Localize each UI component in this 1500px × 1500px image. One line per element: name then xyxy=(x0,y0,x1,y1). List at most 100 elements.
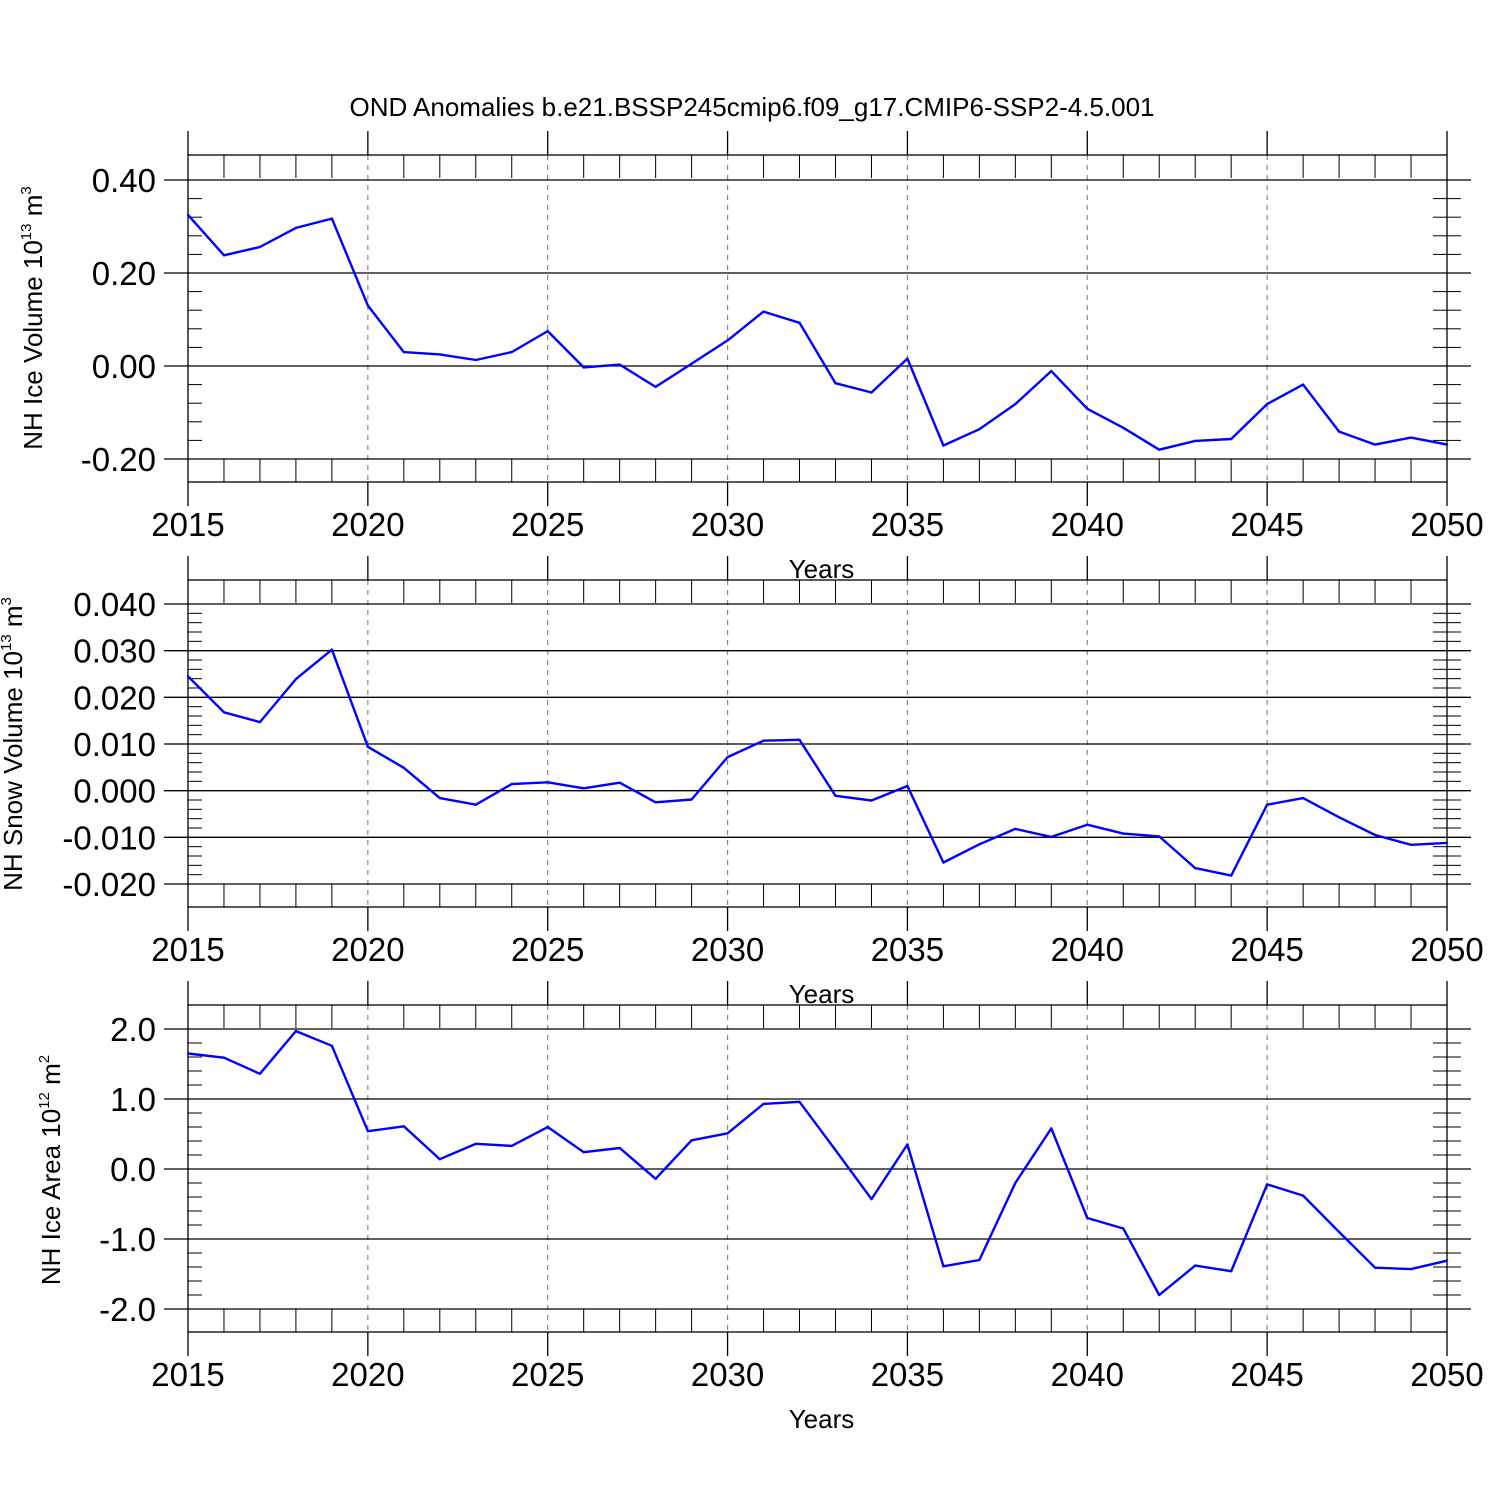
data-point xyxy=(654,385,657,389)
x-tick-label: 2040 xyxy=(1051,931,1124,968)
data-point xyxy=(582,787,585,790)
data-point xyxy=(1086,1216,1089,1220)
x-tick-label: 2015 xyxy=(151,931,224,968)
data-point xyxy=(978,428,981,431)
data-point xyxy=(402,1125,406,1128)
data-point xyxy=(618,1146,621,1150)
x-tick-label: 2045 xyxy=(1230,1356,1303,1393)
data-point xyxy=(510,1144,513,1148)
data-point xyxy=(294,1029,298,1033)
data-point xyxy=(618,363,621,366)
series-line xyxy=(187,214,1448,451)
data-point xyxy=(798,1100,801,1104)
x-tick-label: 2035 xyxy=(871,931,944,968)
y-tick-label: -1.0 xyxy=(99,1221,156,1258)
x-tick-label: 2015 xyxy=(151,1356,224,1393)
data-point xyxy=(1373,443,1377,446)
data-point xyxy=(1014,827,1017,831)
data-point xyxy=(1194,1264,1197,1267)
data-point xyxy=(1122,1227,1125,1230)
data-point xyxy=(402,766,406,769)
x-tick-label: 2020 xyxy=(331,931,404,968)
y-tick-label: 0.40 xyxy=(92,162,156,199)
data-point xyxy=(1122,832,1125,835)
y-tick-label: 0.030 xyxy=(73,633,156,670)
data-point xyxy=(1050,1127,1053,1130)
data-point xyxy=(582,1151,585,1154)
data-point xyxy=(330,217,334,220)
data-point xyxy=(222,711,226,714)
data-point xyxy=(870,1197,873,1201)
data-point xyxy=(294,226,298,230)
data-point xyxy=(834,794,837,797)
data-point xyxy=(1301,383,1305,386)
data-point xyxy=(474,358,477,362)
data-point xyxy=(546,329,549,333)
y-tick-label: 0.20 xyxy=(92,255,156,292)
data-point xyxy=(1229,874,1233,877)
y-tick-label: 0.0 xyxy=(110,1151,156,1188)
x-axis-title: Years xyxy=(789,554,855,584)
y-tick-label: 0.040 xyxy=(73,586,156,623)
x-axis-title: Years xyxy=(789,1404,855,1434)
x-tick-label: 2030 xyxy=(691,506,764,543)
x-tick-label: 2025 xyxy=(511,931,584,968)
data-point xyxy=(1014,402,1017,406)
x-tick-label: 2050 xyxy=(1410,506,1483,543)
data-point xyxy=(546,1125,549,1129)
data-point xyxy=(1086,823,1089,826)
data-point xyxy=(222,254,226,257)
data-point xyxy=(474,1142,477,1146)
y-tick-label: 1.0 xyxy=(110,1081,156,1118)
data-point xyxy=(1158,835,1161,838)
x-tick-label: 2025 xyxy=(511,506,584,543)
data-point xyxy=(906,784,909,788)
x-tick-label: 2025 xyxy=(511,1356,584,1393)
data-point xyxy=(1337,1230,1341,1234)
data-point xyxy=(258,245,262,249)
data-point xyxy=(1301,1194,1305,1197)
series-line xyxy=(187,1029,1448,1297)
data-point xyxy=(1409,1267,1413,1271)
data-point xyxy=(1050,835,1053,839)
data-point xyxy=(726,755,729,759)
data-point xyxy=(1086,407,1089,410)
data-point xyxy=(186,675,190,678)
data-point xyxy=(906,357,909,360)
data-point xyxy=(1445,1259,1449,1262)
data-point xyxy=(1014,1181,1017,1185)
data-point xyxy=(726,1132,729,1135)
chart-panel-3: -2.0 -1.0 0.0 1.0 2.0 2015 2020 2025 2030 2035 204… xyxy=(36,981,1484,1434)
data-point xyxy=(798,321,801,324)
x-tick-label: 2015 xyxy=(151,506,224,543)
y-tick-label: 2.0 xyxy=(110,1011,156,1048)
data-point xyxy=(690,798,693,801)
y-tick-label: -0.020 xyxy=(62,866,156,903)
y-axis-title: NH Ice Area 1012 m2 xyxy=(36,1055,66,1285)
data-point xyxy=(1122,426,1125,430)
data-point xyxy=(834,1148,837,1152)
data-point xyxy=(798,738,801,741)
x-tick-label: 2030 xyxy=(691,1356,764,1393)
data-point xyxy=(330,1044,334,1048)
y-tick-label: 0.020 xyxy=(73,679,156,716)
data-point xyxy=(942,444,945,447)
data-point xyxy=(906,1143,909,1146)
data-point xyxy=(762,310,765,313)
series-line xyxy=(187,648,1448,877)
data-point xyxy=(1445,841,1449,845)
data-point xyxy=(870,799,873,802)
chart-panel-1: -0.20 0.00 0.20 0.40 2015 2020 2025 2030 2035 204… xyxy=(18,131,1484,584)
chart-title: OND Anomalies b.e21.BSSP245cmip6.f09_g17… xyxy=(349,92,1154,122)
data-point xyxy=(1050,369,1053,373)
data-point xyxy=(474,803,477,806)
data-point xyxy=(582,366,585,369)
x-tick-label: 2040 xyxy=(1051,1356,1124,1393)
data-point xyxy=(1194,866,1197,870)
data-point xyxy=(438,1158,441,1161)
data-point xyxy=(366,304,370,307)
x-tick-label: 2020 xyxy=(331,1356,404,1393)
data-point xyxy=(510,350,513,354)
y-tick-label: 0.010 xyxy=(73,726,156,763)
